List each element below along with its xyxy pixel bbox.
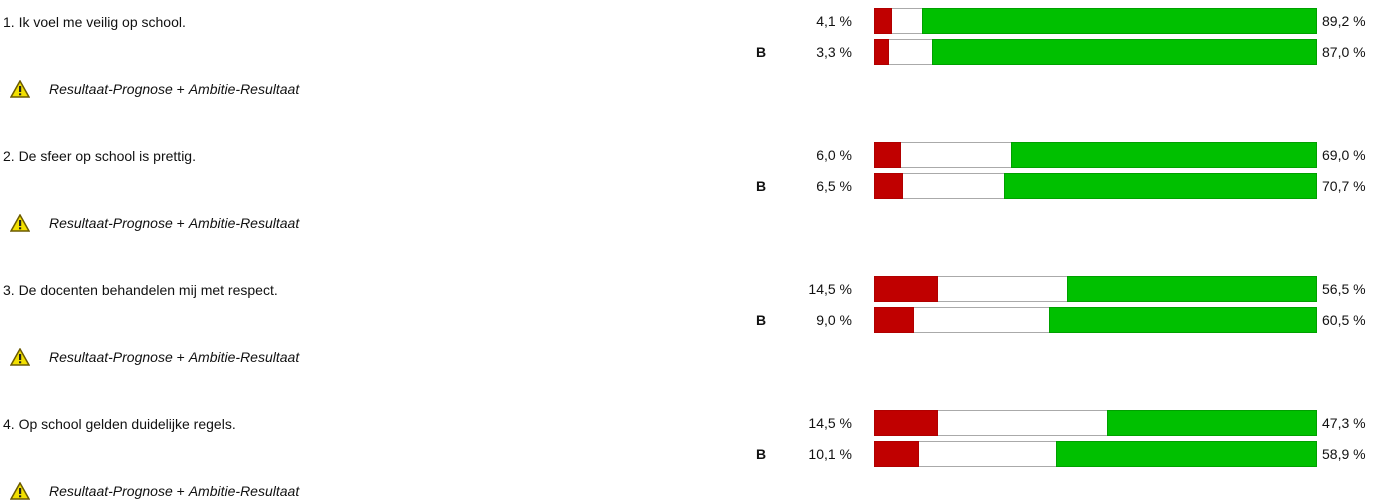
bar [874, 39, 1317, 65]
bar [874, 441, 1317, 467]
warning-part: Ambitie-Resultaat [188, 215, 300, 231]
red-segment [874, 441, 919, 467]
green-segment [1003, 173, 1317, 199]
warning-part: Resultaat-Prognose [49, 349, 173, 365]
warning-part: Ambitie-Resultaat [188, 81, 300, 97]
warning-part: + [176, 349, 185, 365]
red-segment [874, 276, 939, 302]
green-segment [921, 8, 1317, 34]
question: 1. Ik voel me veilig op school. [3, 14, 186, 30]
green-label: 47,3 % [1322, 415, 1366, 431]
bar [874, 8, 1317, 34]
red-label: 6,5 % [816, 178, 852, 194]
red-label: 14,5 % [808, 281, 852, 297]
green-segment [1056, 441, 1317, 467]
green-segment [1011, 142, 1317, 168]
warning-part: Ambitie-Resultaat [188, 349, 300, 365]
warning-part: + [176, 483, 185, 499]
bar [874, 173, 1317, 199]
warning-triangle [9, 213, 31, 232]
red-segment [874, 173, 903, 199]
warning-text: Resultaat-Prognose + Ambitie-Resultaat [49, 349, 299, 365]
bar [874, 410, 1317, 436]
red-label: 6,0 % [816, 147, 852, 163]
red-label: 4,1 % [816, 13, 852, 29]
row-label: B [756, 446, 767, 462]
row-label: B [756, 44, 767, 60]
warning-part: Resultaat-Prognose [49, 215, 173, 231]
bar [874, 307, 1317, 333]
warning-icon [9, 347, 31, 366]
green-segment [1049, 307, 1317, 333]
bar [874, 276, 1317, 302]
warning-triangle [9, 481, 31, 500]
red-segment [874, 410, 939, 436]
row-label: B [756, 178, 767, 194]
warning-part: + [176, 81, 185, 97]
warning-part: Resultaat-Prognose [49, 483, 173, 499]
green-label: 56,5 % [1322, 281, 1366, 297]
green-label: 58,9 % [1322, 446, 1366, 462]
warning-text: Resultaat-Prognose + Ambitie-Resultaat [49, 483, 299, 499]
warning-text: Resultaat-Prognose + Ambitie-Resultaat [49, 215, 299, 231]
green-label: 69,0 % [1322, 147, 1366, 163]
green-label: 60,5 % [1322, 312, 1366, 328]
warning-icon [9, 79, 31, 98]
green-label: 70,7 % [1322, 178, 1366, 194]
red-segment [874, 142, 901, 168]
warning-triangle [9, 79, 31, 98]
red-label: 9,0 % [816, 312, 852, 328]
bar [874, 142, 1317, 168]
red-segment [874, 39, 889, 65]
warning-part: Resultaat-Prognose [49, 81, 173, 97]
red-segment [874, 307, 914, 333]
warning-triangle [9, 347, 31, 366]
row-label: B [756, 312, 767, 328]
question: 2. De sfeer op school is prettig. [3, 148, 196, 164]
green-segment [1107, 410, 1317, 436]
green-label: 87,0 % [1322, 44, 1366, 60]
warning-icon [9, 481, 31, 500]
red-label: 14,5 % [808, 415, 852, 431]
red-segment [874, 8, 893, 34]
warning-icon [9, 213, 31, 232]
green-label: 89,2 % [1322, 13, 1366, 29]
question: 3. De docenten behandelen mij met respec… [3, 282, 278, 298]
warning-part: + [176, 215, 185, 231]
question: 4. Op school gelden duidelijke regels. [3, 416, 236, 432]
green-segment [1066, 276, 1317, 302]
warning-part: Ambitie-Resultaat [188, 483, 300, 499]
red-label: 10,1 % [808, 446, 852, 462]
warning-text: Resultaat-Prognose + Ambitie-Resultaat [49, 81, 299, 97]
red-label: 3,3 % [816, 44, 852, 60]
green-segment [931, 39, 1317, 65]
